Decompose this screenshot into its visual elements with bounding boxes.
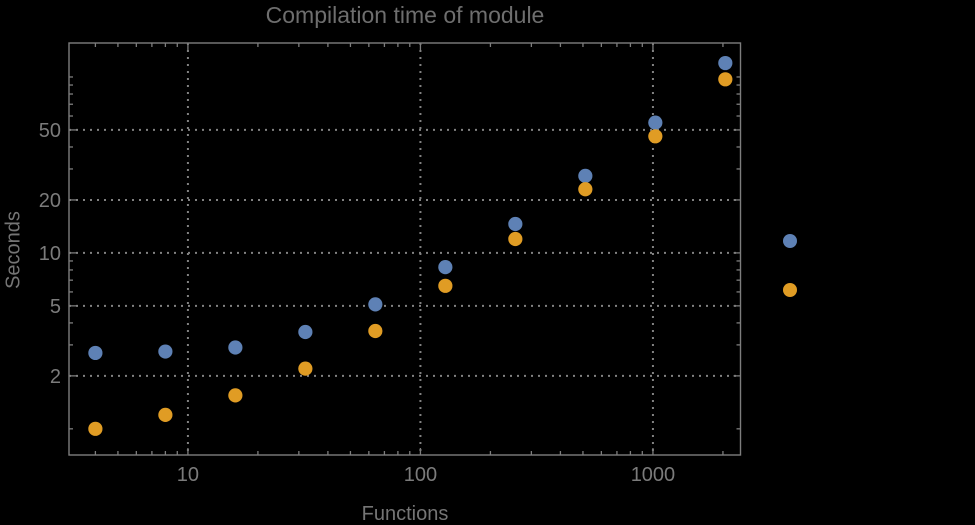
x-axis-label: Functions	[361, 503, 449, 525]
data-point-series-orange	[298, 361, 313, 376]
data-point-series-orange	[648, 129, 663, 144]
data-point-series-blue	[438, 260, 453, 275]
legend-marker-orange	[783, 283, 797, 297]
data-point-series-blue	[648, 115, 663, 130]
chart-title: Compilation time of module	[265, 2, 545, 28]
data-point-series-blue	[508, 216, 523, 232]
data-point-series-orange	[578, 182, 593, 197]
data-point-series-orange	[158, 407, 173, 423]
x-tick-label: 1000	[631, 464, 676, 486]
plot-frame	[68, 42, 742, 456]
data-point-series-orange	[88, 421, 103, 436]
data-point-series-orange	[228, 388, 243, 403]
x-tick-label: 10	[177, 464, 199, 486]
data-point-series-orange	[438, 278, 453, 293]
data-point-series-blue	[88, 345, 103, 361]
data-point-series-orange	[508, 231, 523, 247]
data-point-series-blue	[228, 340, 243, 355]
y-tick-label: 5	[50, 296, 61, 318]
y-tick-label: 20	[39, 190, 61, 212]
data-point-series-blue	[578, 168, 593, 183]
y-tick-label: 50	[39, 120, 61, 142]
data-point-series-orange	[368, 323, 383, 339]
data-point-series-blue	[158, 344, 173, 359]
data-point-series-blue	[368, 297, 383, 312]
y-tick-label: 10	[39, 243, 61, 265]
data-point-series-blue	[718, 55, 733, 71]
legend-marker-blue	[783, 234, 797, 248]
data-point-series-blue	[298, 324, 313, 340]
y-tick-label: 2	[50, 366, 61, 388]
x-tick-label: 100	[404, 464, 437, 486]
data-point-series-orange	[718, 72, 733, 87]
